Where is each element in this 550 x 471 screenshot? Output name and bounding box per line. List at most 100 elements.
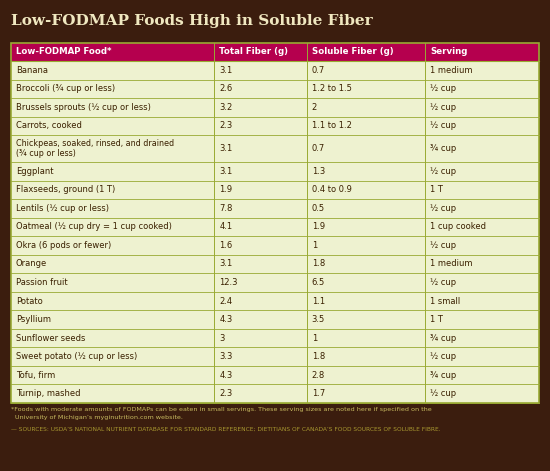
Text: Soluble Fiber (g): Soluble Fiber (g): [312, 48, 393, 57]
Text: 1.3: 1.3: [312, 167, 325, 176]
Text: 0.7: 0.7: [312, 66, 325, 75]
Text: 2.6: 2.6: [219, 84, 233, 93]
Text: ½ cup: ½ cup: [431, 167, 456, 176]
Bar: [11, 310, 539, 329]
Bar: [11, 61, 539, 80]
Text: Eggplant: Eggplant: [16, 167, 53, 176]
Text: Turnip, mashed: Turnip, mashed: [16, 389, 80, 398]
Bar: [11, 117, 539, 135]
Text: *Foods with moderate amounts of FODMAPs can be eaten in small servings. These se: *Foods with moderate amounts of FODMAPs …: [11, 407, 432, 412]
Text: 1.8: 1.8: [312, 352, 325, 361]
Text: 2.8: 2.8: [312, 371, 325, 380]
Text: 3.5: 3.5: [312, 315, 325, 324]
Text: ½ cup: ½ cup: [431, 204, 456, 213]
Text: 1.1 to 1.2: 1.1 to 1.2: [312, 122, 351, 130]
Text: Total Fiber (g): Total Fiber (g): [219, 48, 288, 57]
Text: 2.3: 2.3: [219, 389, 233, 398]
Text: 1.9: 1.9: [312, 222, 325, 231]
Text: 3.1: 3.1: [219, 260, 233, 268]
Text: 7.8: 7.8: [219, 204, 233, 213]
Text: 1: 1: [312, 241, 317, 250]
Bar: [11, 384, 539, 403]
Text: — SOURCES: USDA’S NATIONAL NUTRIENT DATABASE FOR STANDARD REFERENCE; DIETITIANS : — SOURCES: USDA’S NATIONAL NUTRIENT DATA…: [11, 427, 441, 432]
Text: 12.3: 12.3: [219, 278, 238, 287]
Text: ½ cup: ½ cup: [431, 241, 456, 250]
Bar: [11, 43, 539, 61]
Bar: [11, 80, 539, 98]
Text: Carrots, cooked: Carrots, cooked: [16, 122, 82, 130]
Text: 4.1: 4.1: [219, 222, 233, 231]
Text: Flaxseeds, ground (1 T): Flaxseeds, ground (1 T): [16, 185, 116, 195]
Text: ¾ cup: ¾ cup: [431, 371, 456, 380]
Text: ½ cup: ½ cup: [431, 389, 456, 398]
Text: Potato: Potato: [16, 297, 43, 306]
Text: Sunflower seeds: Sunflower seeds: [16, 333, 85, 342]
Text: 1.9: 1.9: [219, 185, 233, 195]
Text: Brussels sprouts (½ cup or less): Brussels sprouts (½ cup or less): [16, 103, 151, 112]
Text: Low-FODMAP Food*: Low-FODMAP Food*: [16, 48, 112, 57]
Text: 3.2: 3.2: [219, 103, 233, 112]
Text: 2: 2: [312, 103, 317, 112]
Text: Chickpeas, soaked, rinsed, and drained
(¾ cup or less): Chickpeas, soaked, rinsed, and drained (…: [16, 139, 174, 158]
Text: 1.8: 1.8: [312, 260, 325, 268]
Text: ¾ cup: ¾ cup: [431, 144, 456, 153]
Text: Banana: Banana: [16, 66, 48, 75]
Text: Psyllium: Psyllium: [16, 315, 51, 324]
Text: 3: 3: [219, 333, 224, 342]
Text: Oatmeal (½ cup dry = 1 cup cooked): Oatmeal (½ cup dry = 1 cup cooked): [16, 222, 172, 231]
Text: 1 T: 1 T: [431, 185, 443, 195]
Text: Orange: Orange: [16, 260, 47, 268]
Text: 1: 1: [312, 333, 317, 342]
Bar: [11, 292, 539, 310]
Text: ½ cup: ½ cup: [431, 278, 456, 287]
Bar: [11, 236, 539, 255]
Text: 3.1: 3.1: [219, 66, 233, 75]
Text: 1 T: 1 T: [431, 315, 443, 324]
Bar: [11, 255, 539, 273]
Text: ½ cup: ½ cup: [431, 103, 456, 112]
Text: 0.4 to 0.9: 0.4 to 0.9: [312, 185, 351, 195]
Text: 4.3: 4.3: [219, 315, 233, 324]
Text: ½ cup: ½ cup: [431, 122, 456, 130]
Bar: [11, 329, 539, 348]
Text: ½ cup: ½ cup: [431, 352, 456, 361]
Bar: [11, 199, 539, 218]
Text: 4.3: 4.3: [219, 371, 233, 380]
Bar: [11, 162, 539, 180]
Bar: [11, 366, 539, 384]
Bar: [11, 180, 539, 199]
Text: Broccoli (¾ cup or less): Broccoli (¾ cup or less): [16, 84, 115, 93]
Text: Sweet potato (½ cup or less): Sweet potato (½ cup or less): [16, 352, 138, 361]
Bar: [11, 43, 539, 403]
Text: 1.1: 1.1: [312, 297, 325, 306]
Bar: [11, 218, 539, 236]
Text: 0.7: 0.7: [312, 144, 325, 153]
Bar: [11, 135, 539, 162]
Text: Passion fruit: Passion fruit: [16, 278, 68, 287]
Text: Okra (6 pods or fewer): Okra (6 pods or fewer): [16, 241, 111, 250]
Text: University of Michigan’s myginutrition.com website.: University of Michigan’s myginutrition.c…: [11, 415, 183, 420]
Text: ½ cup: ½ cup: [431, 84, 456, 93]
Text: 2.3: 2.3: [219, 122, 233, 130]
Text: Tofu, firm: Tofu, firm: [16, 371, 55, 380]
Text: Lentils (½ cup or less): Lentils (½ cup or less): [16, 204, 109, 213]
Bar: [11, 348, 539, 366]
Text: 1 small: 1 small: [431, 297, 461, 306]
Text: 1.7: 1.7: [312, 389, 325, 398]
Text: 3.1: 3.1: [219, 144, 233, 153]
Bar: [11, 98, 539, 117]
Text: 3.1: 3.1: [219, 167, 233, 176]
Text: 1 cup cooked: 1 cup cooked: [431, 222, 487, 231]
Text: 1.2 to 1.5: 1.2 to 1.5: [312, 84, 351, 93]
Text: 1 medium: 1 medium: [431, 66, 473, 75]
Bar: [11, 273, 539, 292]
Text: 1.6: 1.6: [219, 241, 233, 250]
Text: ¾ cup: ¾ cup: [431, 333, 456, 342]
Text: 1 medium: 1 medium: [431, 260, 473, 268]
Text: 0.5: 0.5: [312, 204, 325, 213]
Text: 3.3: 3.3: [219, 352, 233, 361]
Text: Serving: Serving: [431, 48, 468, 57]
Text: 6.5: 6.5: [312, 278, 325, 287]
Text: Low-FODMAP Foods High in Soluble Fiber: Low-FODMAP Foods High in Soluble Fiber: [11, 15, 373, 29]
Text: 2.4: 2.4: [219, 297, 233, 306]
